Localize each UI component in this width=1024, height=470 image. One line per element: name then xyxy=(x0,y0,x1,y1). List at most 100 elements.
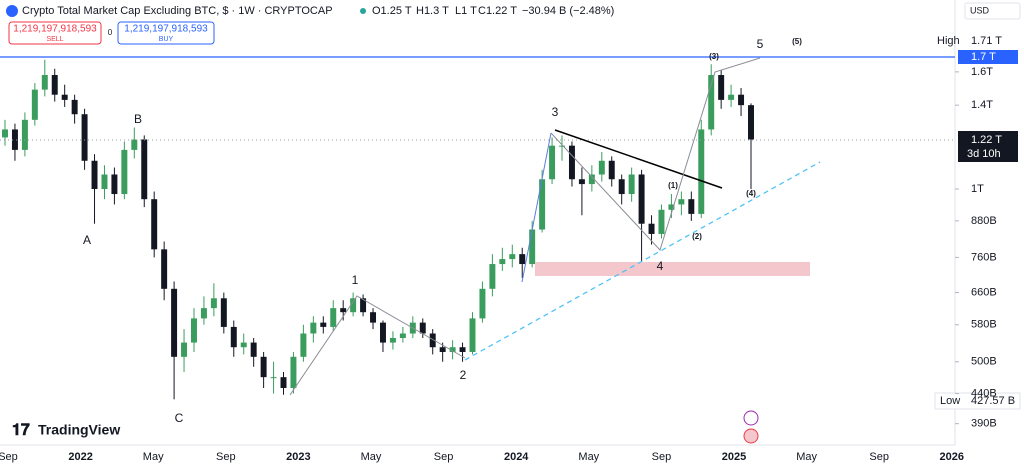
candle-body xyxy=(708,75,715,130)
x-tick-label: May xyxy=(361,451,382,463)
wave-line xyxy=(550,57,761,251)
candle-body xyxy=(718,75,725,100)
candle-body xyxy=(658,209,665,234)
x-tick-label: Sep xyxy=(216,451,236,463)
x-tick-label: 2023 xyxy=(286,451,310,463)
candle-body xyxy=(71,99,78,115)
y-tick-label: 500B xyxy=(971,356,997,368)
high-label: High xyxy=(937,35,960,47)
candle-body xyxy=(350,298,357,313)
candle-body xyxy=(370,312,377,323)
candle-body xyxy=(151,199,158,250)
brand: TradingView xyxy=(38,422,120,438)
candle-body xyxy=(320,322,327,327)
candle-body xyxy=(340,308,347,313)
x-tick-label: 2025 xyxy=(722,451,746,463)
symbol-title[interactable]: Crypto Total Market Cap Excluding BTC, $… xyxy=(22,5,333,17)
trend-line xyxy=(554,129,723,189)
candle-body xyxy=(499,259,506,265)
candle-body xyxy=(628,174,635,195)
y-tick-label: 1T xyxy=(971,183,984,195)
candle-body xyxy=(668,204,675,210)
candle-body xyxy=(21,119,28,150)
buy-label: BUY xyxy=(159,36,174,43)
high-value: 1.71 T xyxy=(971,35,1002,47)
candles xyxy=(2,59,754,400)
y-tick-label: 390B xyxy=(971,418,997,430)
candle-body xyxy=(31,89,38,120)
candle-body xyxy=(61,94,68,100)
candle-body xyxy=(648,223,655,234)
ohlc-high: H1.3 T xyxy=(416,5,449,17)
candle-body xyxy=(121,149,128,195)
buy-button[interactable] xyxy=(117,21,215,45)
ohlc-change: −30.94 B (−2.48%) xyxy=(522,5,614,17)
wave-label: C xyxy=(175,411,184,425)
currency: USD xyxy=(970,5,990,15)
candle-body xyxy=(608,160,615,180)
candle-body xyxy=(439,347,446,352)
wave-label: 4 xyxy=(657,259,664,273)
event-icon[interactable] xyxy=(743,410,759,426)
last-price-box xyxy=(958,131,1018,162)
currency-selector[interactable] xyxy=(964,2,1021,20)
candle-body xyxy=(559,145,565,147)
wave-label: (3) xyxy=(709,52,719,61)
candle-body xyxy=(81,114,88,161)
candle-body xyxy=(171,288,178,357)
candle-body xyxy=(379,322,386,343)
x-tick-label: Sep xyxy=(434,451,454,463)
candle-body xyxy=(688,199,695,214)
hline-label: 1.7 T xyxy=(971,51,996,63)
x-tick-label: May xyxy=(796,451,817,463)
candle-body xyxy=(250,342,257,357)
countdown: 3d 10h xyxy=(967,148,1001,160)
channel-line xyxy=(464,161,821,361)
symbol-icon xyxy=(6,5,18,17)
ohlc-open: O1.25 T xyxy=(372,5,412,17)
x-tick-label: Sep xyxy=(652,451,672,463)
candle-body xyxy=(270,377,277,379)
wave-label: (2) xyxy=(692,232,702,241)
candle-body xyxy=(330,308,337,327)
wave-label: 2 xyxy=(460,368,467,382)
candle-body xyxy=(161,249,168,289)
candle-body xyxy=(738,94,745,106)
x-tick-label: 2026 xyxy=(940,451,964,463)
candle-body xyxy=(469,318,476,352)
y-tick-label: 1.4T xyxy=(971,99,993,111)
y-tick-label: 580B xyxy=(971,319,997,331)
sell-button[interactable] xyxy=(8,21,102,45)
candle-body xyxy=(578,179,585,185)
candle-body xyxy=(101,174,108,190)
zone-box xyxy=(535,262,810,276)
candle-body xyxy=(191,318,197,343)
wave-label: B xyxy=(134,112,142,126)
sell-price: 1,219,197,918,593 xyxy=(13,24,97,35)
event-icon[interactable] xyxy=(743,428,759,444)
wave-label: 1 xyxy=(352,273,359,287)
candle-body xyxy=(519,254,526,265)
buy-price: 1,219,197,918,593 xyxy=(124,24,208,35)
candle-body xyxy=(220,298,227,327)
candle-body xyxy=(240,342,247,348)
candle-body xyxy=(479,288,486,319)
y-tick-label: 660B xyxy=(971,286,997,298)
ohlc-low: L1 T xyxy=(455,5,477,17)
candle-body xyxy=(539,179,546,230)
x-tick-label: May xyxy=(578,451,599,463)
wave-label: A xyxy=(83,233,91,247)
candle-body xyxy=(260,356,267,378)
spread: 0 xyxy=(108,28,113,37)
wave-label: (1) xyxy=(668,181,678,190)
candle-body xyxy=(290,356,297,389)
candle-body xyxy=(598,160,605,175)
low-label: Low xyxy=(940,395,960,407)
candle-body xyxy=(310,322,317,334)
wave-line xyxy=(289,295,466,396)
x-tick-label: Sep xyxy=(869,451,889,463)
candle-body xyxy=(459,347,466,352)
wave-label: (4) xyxy=(746,189,756,198)
